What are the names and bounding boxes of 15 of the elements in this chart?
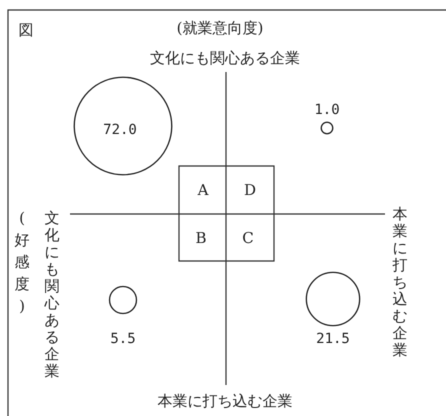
text: (好感度) <box>14 209 30 315</box>
category-label: C <box>242 229 254 247</box>
data-label: 5.5 <box>110 331 136 347</box>
category-label: B <box>195 229 207 247</box>
text: 本業に打ち込む企業 <box>392 205 408 359</box>
text: 本業に打ち込む企業 <box>158 392 292 410</box>
text: (就業意向度) <box>176 19 264 37</box>
data-label: 1.0 <box>314 102 340 118</box>
data-label: 21.5 <box>316 331 350 347</box>
text: 図 <box>18 21 34 39</box>
text: 文化にも関心ある企業 <box>150 49 300 67</box>
text: 文化にも関心ある企業 <box>44 209 60 380</box>
category-label: D <box>244 181 256 199</box>
category-label: A <box>196 181 209 199</box>
data-label: 72.0 <box>103 122 137 138</box>
